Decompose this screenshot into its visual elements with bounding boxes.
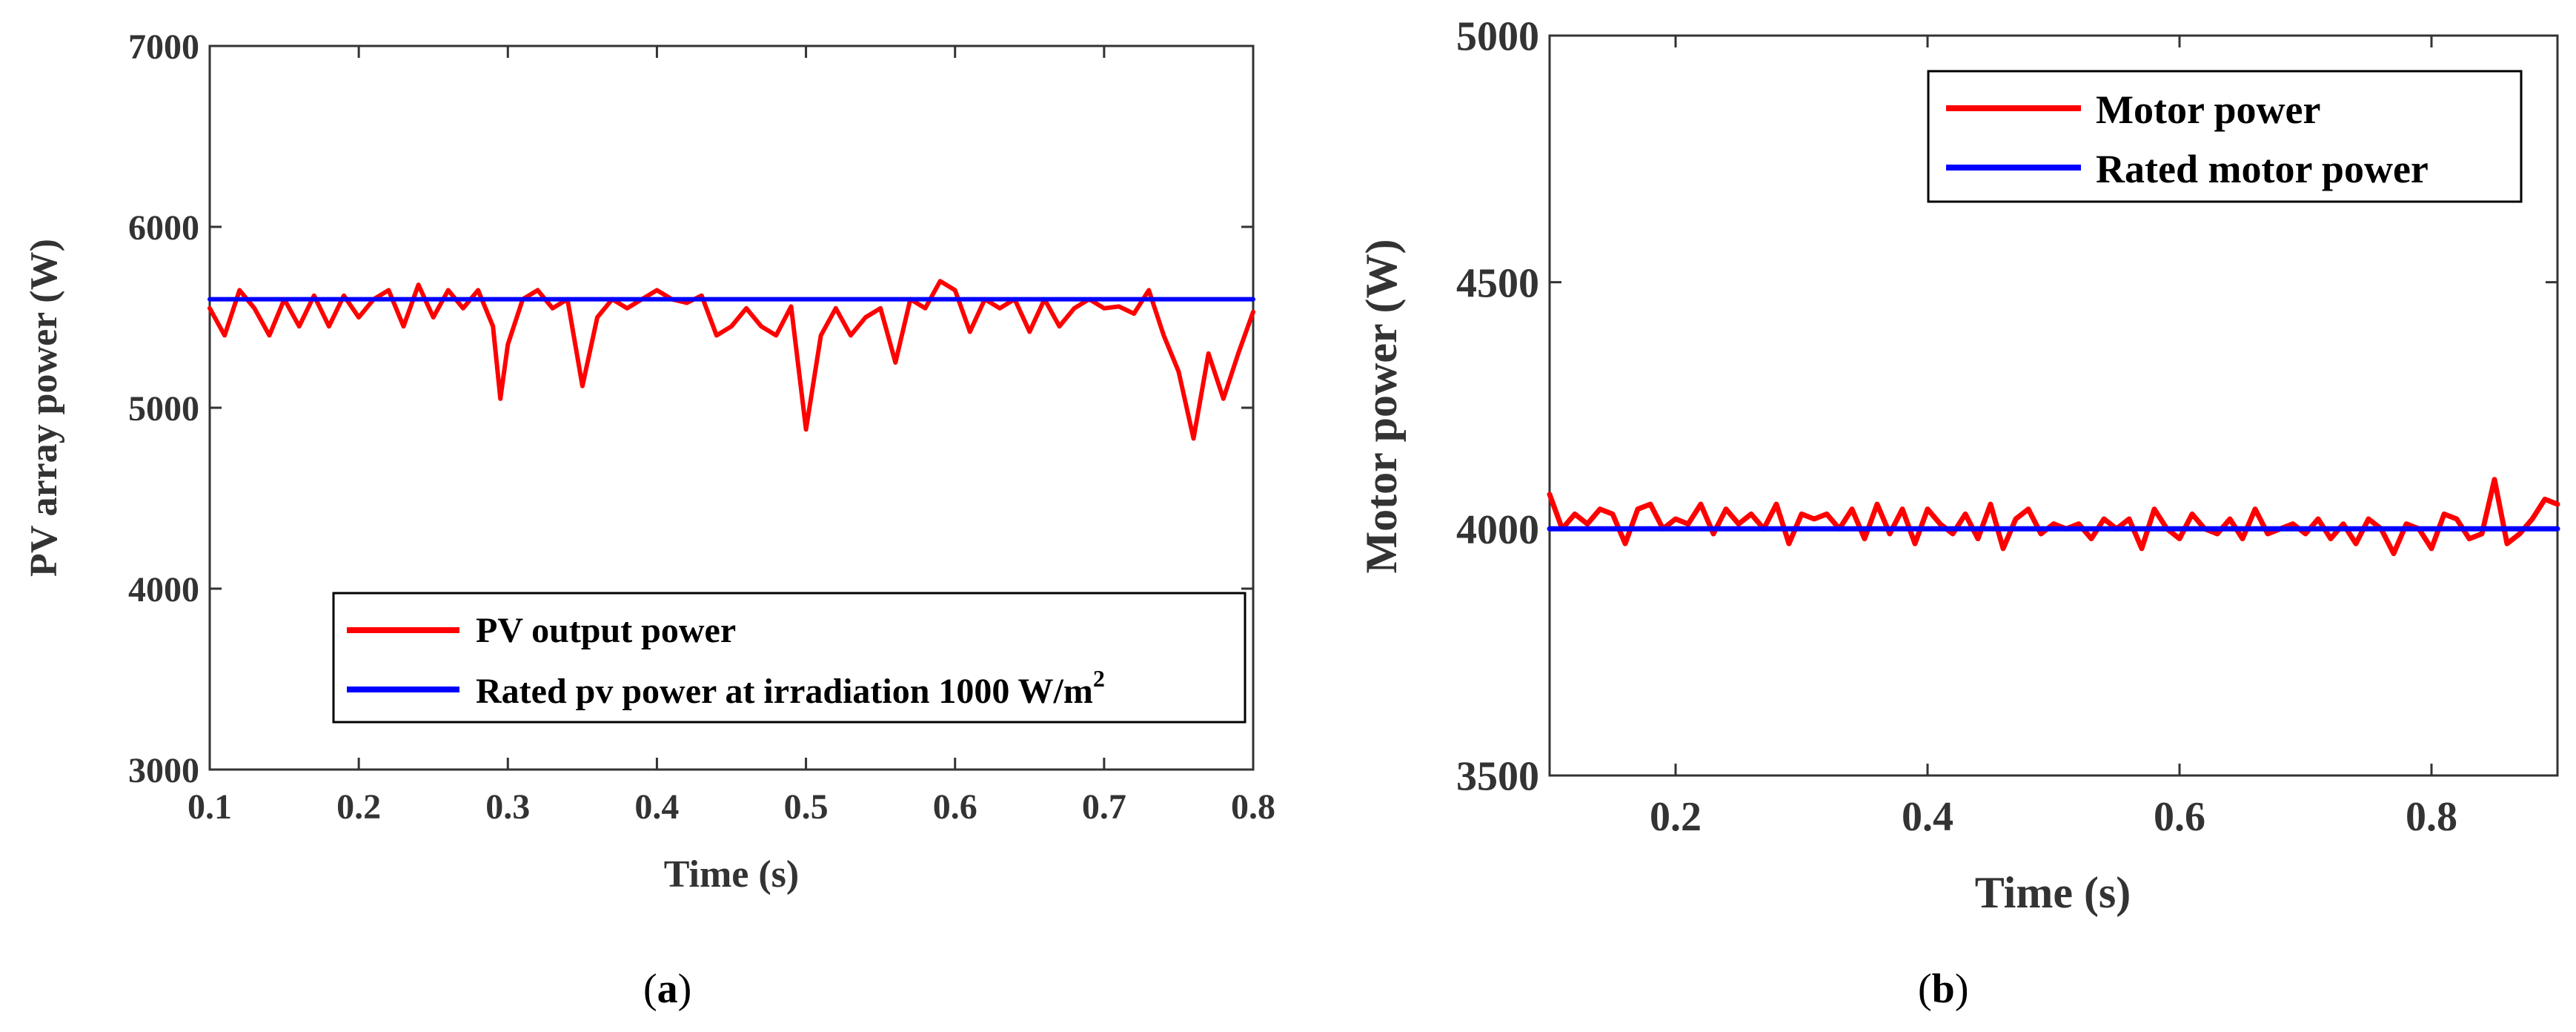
y-tick-label-b-0: 3500 [1456,754,1539,800]
legend-box-b [1927,70,2523,203]
x-tick-label-a-7: 0.8 [1231,787,1275,827]
legend-box-a [332,592,1246,724]
x-tick-label-a-6: 0.7 [1082,787,1126,827]
y-tick-label-b-2: 4500 [1456,260,1539,306]
series-line-pv-output-power [208,279,1255,441]
x-tick-label-b-2: 0.6 [2154,794,2205,840]
caption-b-close: ) [1955,966,1969,1012]
x-tick-label-b-3: 0.8 [2406,794,2457,840]
caption-a: (a) [643,966,691,1012]
legend-label-motor: Motor power [2096,87,2320,132]
chart-b: 3500 4000 4500 5000 0.2 0.4 0.6 0.8 Time (s) M… [1357,14,2560,1012]
series-b [1547,477,2560,557]
y-tick-label-b-3: 5000 [1456,14,1539,60]
x-ticks-b: 0.2 0.4 0.6 0.8 [1650,36,2457,840]
series-line-motor-power [1547,477,2560,557]
x-tick-label-a-2: 0.3 [485,787,530,827]
y-tick-label-a-3: 6000 [128,208,199,248]
y-ticks-a: 3000 4000 5000 6000 7000 [128,27,1253,790]
caption-b-open: ( [1918,966,1932,1012]
legend-a: PV output power Rated pv power at irradi… [332,592,1246,724]
y-axis-label-a: PV array power (W) [23,239,65,577]
x-ticks-a: 0.1 0.2 0.3 0.4 0.5 0.6 0.7 0.8 [187,46,1275,827]
caption-a-letter: a [657,966,678,1012]
caption-a-open: ( [643,966,657,1012]
x-tick-label-a-0: 0.1 [187,787,232,827]
y-tick-label-a-1: 4000 [128,570,199,609]
x-tick-label-a-5: 0.6 [933,787,977,827]
y-axis-label-b: Motor power (W) [1357,239,1406,574]
legend-label-rated-pv: Rated pv power at irradiation 1000 W/m2 [476,665,1105,711]
caption-a-close: ) [678,966,692,1012]
legend-label-pv-output: PV output power [476,611,736,650]
x-tick-label-a-3: 0.4 [634,787,679,827]
y-tick-label-a-4: 7000 [128,27,199,67]
caption-b-letter: b [1932,966,1955,1012]
legend-label-rated-pv-sup: 2 [1093,665,1105,692]
x-tick-label-a-1: 0.2 [336,787,381,827]
legend-label-rated-motor: Rated motor power [2096,147,2429,191]
caption-b: (b) [1918,966,1968,1012]
y-tick-label-a-0: 3000 [128,751,199,790]
x-axis-label-b: Time (s) [1975,868,2131,917]
y-ticks-b: 3500 4000 4500 5000 [1456,14,2557,800]
x-axis-label-a: Time (s) [664,853,799,896]
legend-b: Motor power Rated motor power [1927,70,2523,203]
y-tick-label-b-1: 4000 [1456,507,1539,553]
series-a [208,279,1255,441]
x-tick-label-b-0: 0.2 [1650,794,1702,840]
x-tick-label-b-1: 0.4 [1902,794,1953,840]
y-tick-label-a-2: 5000 [128,389,199,429]
x-tick-label-a-4: 0.5 [784,787,829,827]
legend-label-rated-pv-main: Rated pv power at irradiation 1000 W/m [476,672,1093,711]
